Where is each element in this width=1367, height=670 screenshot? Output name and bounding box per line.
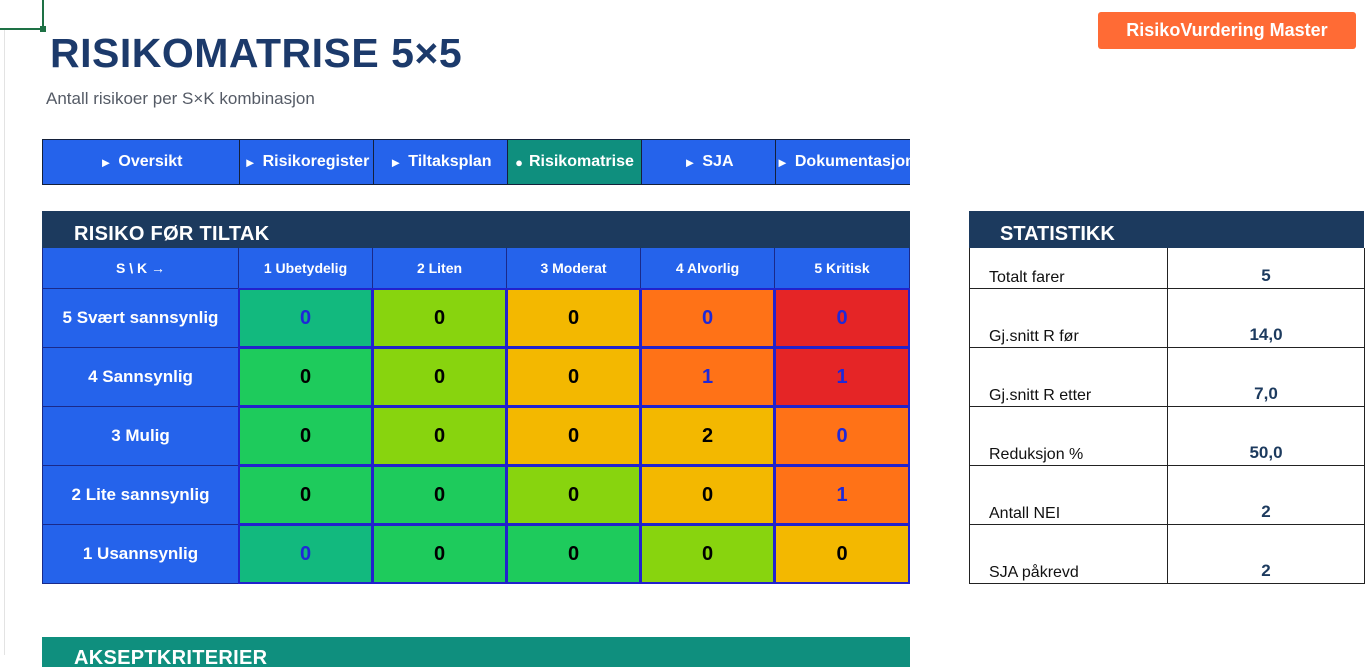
stat-value[interactable]: 50,0 bbox=[1168, 407, 1365, 466]
nav-tab-dokumentasjon[interactable]: ► Dokumentasjon bbox=[776, 140, 910, 184]
matrix-cell[interactable]: 0 bbox=[774, 524, 910, 584]
nav-tab-tiltaksplan[interactable]: ► Tiltaksplan bbox=[374, 140, 508, 184]
matrix-cell[interactable]: 0 bbox=[640, 465, 775, 525]
row-header: 1 Usannsynlig bbox=[42, 525, 239, 584]
nav-tab-label: Oversikt bbox=[118, 153, 183, 170]
stat-label: SJA påkrevd bbox=[970, 525, 1168, 584]
column-header: 4 Alvorlig bbox=[641, 248, 775, 289]
matrix-cell[interactable]: 0 bbox=[238, 288, 373, 348]
matrix-cell[interactable]: 0 bbox=[238, 524, 373, 584]
stat-label: Gj.snitt R etter bbox=[970, 348, 1168, 407]
stat-value[interactable]: 5 bbox=[1168, 248, 1365, 289]
stats-table: Totalt farer 5 Gj.snitt R før 14,0 Gj.sn… bbox=[969, 248, 1365, 584]
stat-value[interactable]: 14,0 bbox=[1168, 289, 1365, 348]
stat-label: Gj.snitt R før bbox=[970, 289, 1168, 348]
matrix-cell[interactable]: 0 bbox=[774, 288, 910, 348]
row-header: 4 Sannsynlig bbox=[42, 348, 239, 407]
fill-handle[interactable] bbox=[40, 26, 46, 32]
nav-tab-risikoregister[interactable]: ► Risikoregister bbox=[240, 140, 374, 184]
arrow-icon: ► bbox=[776, 154, 789, 170]
matrix-cell[interactable]: 0 bbox=[372, 288, 507, 348]
matrix-cell[interactable]: 0 bbox=[774, 406, 910, 466]
matrix-cell[interactable]: 0 bbox=[238, 406, 373, 466]
matrix-cell[interactable]: 0 bbox=[640, 288, 775, 348]
column-header: 1 Ubetydelig bbox=[239, 248, 373, 289]
matrix-heading: RISIKO FØR TILTAK bbox=[42, 211, 910, 248]
column-header: 3 Moderat bbox=[507, 248, 641, 289]
row-header: 2 Lite sannsynlig bbox=[42, 466, 239, 525]
stat-value[interactable]: 2 bbox=[1168, 466, 1365, 525]
nav-tab-oversikt[interactable]: ► Oversikt bbox=[43, 140, 240, 184]
nav-bar: ► Oversikt ► Risikoregister ► Tiltakspla… bbox=[42, 139, 910, 185]
matrix-cell[interactable]: 0 bbox=[372, 465, 507, 525]
matrix-cell[interactable]: 0 bbox=[506, 288, 641, 348]
nav-tab-label: Tiltaksplan bbox=[408, 153, 492, 170]
matrix-cell[interactable]: 1 bbox=[774, 465, 910, 525]
acceptance-criteria-heading: AKSEPTKRITERIER bbox=[42, 637, 910, 669]
arrow-icon: ► bbox=[99, 154, 113, 170]
matrix-cell[interactable]: 0 bbox=[506, 465, 641, 525]
risk-matrix: S \ K → 1 Ubetydelig 2 Liten 3 Moderat 4… bbox=[42, 248, 910, 584]
matrix-cell[interactable]: 0 bbox=[506, 406, 641, 466]
row-header: 5 Svært sannsynlig bbox=[42, 289, 239, 348]
stat-label: Totalt farer bbox=[970, 248, 1168, 289]
nav-tab-label: Dokumentasjon bbox=[794, 153, 910, 170]
matrix-cell[interactable]: 1 bbox=[640, 347, 775, 407]
column-gridline bbox=[4, 30, 5, 655]
matrix-cell[interactable]: 0 bbox=[372, 406, 507, 466]
nav-tab-sja[interactable]: ► SJA bbox=[642, 140, 776, 184]
matrix-cell[interactable]: 0 bbox=[506, 524, 641, 584]
nav-tab-risikomatrise[interactable]: ● Risikomatrise bbox=[508, 140, 642, 184]
stat-value[interactable]: 7,0 bbox=[1168, 348, 1365, 407]
matrix-cell[interactable]: 0 bbox=[372, 347, 507, 407]
arrow-icon: ► bbox=[389, 154, 403, 170]
page-title: RISIKOMATRISE 5×5 bbox=[50, 30, 463, 76]
matrix-cell[interactable]: 0 bbox=[238, 465, 373, 525]
stats-heading: STATISTIKK bbox=[969, 211, 1364, 248]
row-header: 3 Mulig bbox=[42, 407, 239, 466]
matrix-cell[interactable]: 0 bbox=[506, 347, 641, 407]
stat-value[interactable]: 2 bbox=[1168, 525, 1365, 584]
matrix-cell[interactable]: 1 bbox=[774, 347, 910, 407]
page-subtitle: Antall risikoer per S×K kombinasjon bbox=[46, 89, 315, 108]
stat-label: Reduksjon % bbox=[970, 407, 1168, 466]
column-header: 5 Kritisk bbox=[775, 248, 910, 289]
nav-tab-label: Risikoregister bbox=[262, 153, 370, 170]
stat-label: Antall NEI bbox=[970, 466, 1168, 525]
brand-badge[interactable]: RisikoVurdering Master bbox=[1098, 12, 1356, 49]
selected-cell[interactable] bbox=[0, 0, 44, 30]
matrix-cell[interactable]: 0 bbox=[640, 524, 775, 584]
arrow-icon: ► bbox=[243, 154, 257, 170]
nav-tab-label: Risikomatrise bbox=[528, 153, 634, 170]
matrix-cell[interactable]: 0 bbox=[372, 524, 507, 584]
matrix-corner-label: S \ K → bbox=[42, 248, 239, 289]
nav-tab-label: SJA bbox=[702, 153, 734, 170]
arrow-icon: ► bbox=[683, 154, 697, 170]
column-header: 2 Liten bbox=[373, 248, 507, 289]
matrix-cell[interactable]: 0 bbox=[238, 347, 373, 407]
matrix-cell[interactable]: 2 bbox=[640, 406, 775, 466]
bullet-icon: ● bbox=[515, 154, 523, 170]
